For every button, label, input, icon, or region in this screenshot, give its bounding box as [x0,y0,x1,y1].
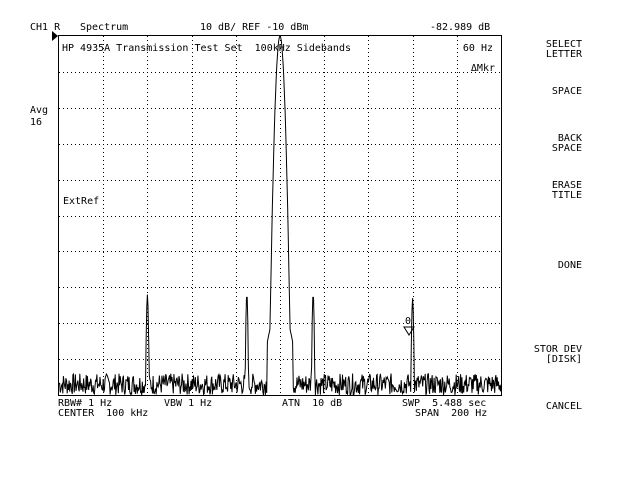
select-letter-softkey[interactable]: SELECT LETTER [492,40,582,60]
softkey-label: SELECT [545,39,582,50]
attenuation-label: ATN 10 dB [282,398,343,409]
avg-label: Avg [30,105,49,116]
spectrum-plot [59,36,501,395]
ref-level-arrow-icon [52,31,58,41]
cancel-softkey[interactable]: CANCEL [492,402,582,412]
softkey-label: BACK [557,133,582,144]
spectrum-display: HP 4935A Transmission Test Set 100kHz Si… [58,35,502,396]
mode-label: Spectrum [80,22,129,33]
marker-triangle-icon [403,326,415,336]
store-device-softkey[interactable]: STOR DEV [DISK] [492,345,582,365]
center-frequency-label: CENTER 100 kHz [58,408,149,419]
softkey-label: ERASE [551,180,582,191]
space-softkey[interactable]: SPACE [492,87,582,97]
vbw-label: VBW 1 Hz [164,398,213,409]
softkey-label: STOR DEV [533,344,582,355]
softkey-label: SPACE [551,86,582,97]
spectrum-trace [59,36,501,395]
erase-title-softkey[interactable]: ERASE TITLE [492,181,582,201]
delta-marker-label: ΔMkr [470,63,495,74]
marker-value-readout: -82.989 dB [430,22,491,33]
marker-number: 0 [405,316,412,327]
softkey-label: TITLE [551,190,582,201]
graticule [59,36,501,395]
back-space-softkey[interactable]: BACK SPACE [492,134,582,154]
channel-label: CH1 R [30,22,61,33]
ext-ref-label: ExtRef [63,196,100,207]
softkey-label: DONE [557,260,582,271]
sweep-time-label: SWP 5.488 sec [402,398,487,409]
rbw-label: RBW# 1 Hz [58,398,113,409]
marker-frequency: 60 Hz [462,43,493,54]
scale-label: 10 dB/ REF -10 dBm [200,22,309,33]
avg-count: 16 [30,117,43,128]
done-softkey[interactable]: DONE [492,261,582,271]
softkey-label: SPACE [551,143,582,154]
softkey-label: CANCEL [545,401,582,412]
screen-title: HP 4935A Transmission Test Set 100kHz Si… [62,43,351,54]
softkey-label: LETTER [545,49,582,60]
span-label: SPAN 200 Hz [415,408,488,419]
softkey-label: [DISK] [545,354,582,365]
